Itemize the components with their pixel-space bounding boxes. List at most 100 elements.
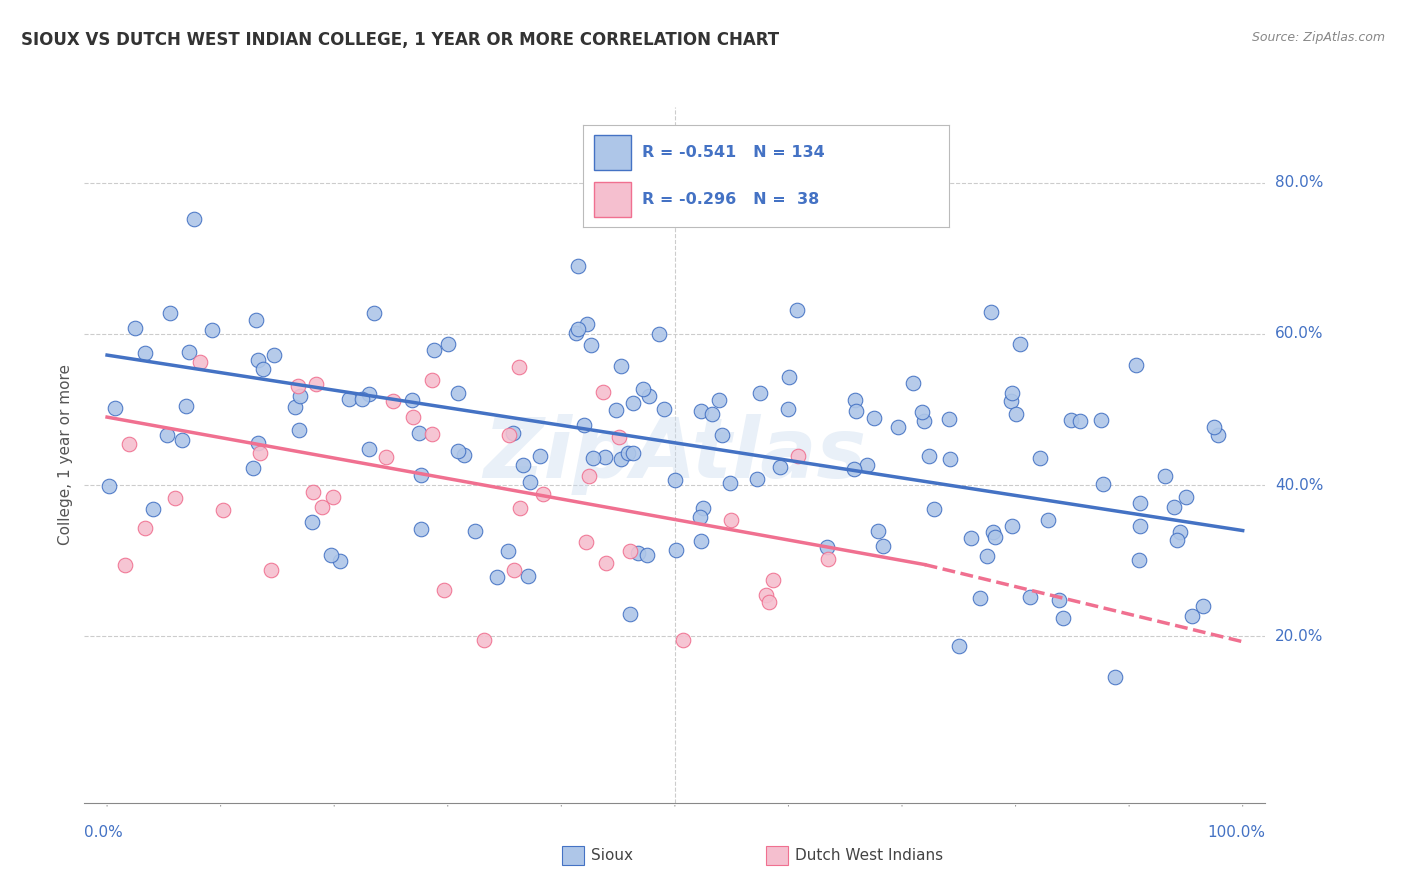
Point <box>357 386 380 401</box>
Point <box>375 450 398 465</box>
Point <box>97 478 120 492</box>
Point <box>621 446 644 460</box>
Point <box>917 449 939 463</box>
Point <box>104 401 127 415</box>
Point <box>357 442 380 457</box>
Point <box>288 424 311 438</box>
Point <box>1206 427 1229 442</box>
Point <box>762 574 785 588</box>
Point <box>817 540 839 554</box>
Text: 20.0%: 20.0% <box>1275 629 1323 644</box>
Point <box>910 405 932 419</box>
Text: 40.0%: 40.0% <box>1275 478 1323 492</box>
Point <box>508 359 530 374</box>
Point <box>755 588 778 602</box>
Point <box>1175 490 1198 504</box>
Point <box>938 412 960 426</box>
Point <box>401 393 423 408</box>
Point <box>301 515 323 529</box>
Point <box>1128 519 1150 533</box>
Point <box>402 410 425 425</box>
Point <box>817 552 839 566</box>
Point <box>1125 358 1147 372</box>
Point <box>984 531 1007 545</box>
Point <box>408 426 430 441</box>
Point <box>1192 599 1215 614</box>
Bar <box>595 136 631 170</box>
Point <box>1028 450 1050 465</box>
Point <box>842 462 865 476</box>
Point <box>976 549 998 564</box>
Point <box>1005 407 1028 421</box>
Point <box>664 473 686 487</box>
Point <box>502 425 524 440</box>
Point <box>245 313 267 327</box>
Point <box>242 461 264 475</box>
Point <box>509 501 531 516</box>
Point <box>311 500 333 515</box>
Point <box>690 404 713 418</box>
Point <box>1008 337 1031 351</box>
Point <box>621 396 644 410</box>
Point <box>134 345 156 359</box>
Point <box>453 448 475 462</box>
Point <box>263 348 285 362</box>
Point <box>1104 670 1126 684</box>
Point <box>748 386 770 401</box>
Point <box>363 306 385 320</box>
Point <box>1091 477 1114 491</box>
Point <box>212 503 235 517</box>
Point <box>595 556 617 570</box>
Point <box>948 639 970 653</box>
Point <box>1000 393 1022 408</box>
Point <box>321 548 343 562</box>
Point <box>862 411 884 425</box>
Point <box>980 305 1002 319</box>
Point <box>1069 414 1091 428</box>
Point <box>433 582 456 597</box>
Point <box>170 434 193 448</box>
Point <box>174 399 197 413</box>
Point <box>252 362 274 376</box>
Point <box>512 458 534 473</box>
Point <box>567 322 589 336</box>
Point <box>531 486 554 500</box>
Point <box>124 321 146 335</box>
Point <box>1052 611 1074 625</box>
Point <box>1168 525 1191 540</box>
Point <box>665 543 688 558</box>
Point <box>845 404 868 418</box>
Point <box>201 323 224 337</box>
Point <box>1019 590 1042 604</box>
Point <box>654 401 676 416</box>
Point <box>938 452 960 467</box>
Point <box>183 212 205 227</box>
Point <box>901 376 924 390</box>
Point <box>156 428 179 442</box>
Point <box>633 382 655 396</box>
Point <box>912 414 935 428</box>
Point <box>502 563 524 577</box>
Point <box>1047 592 1070 607</box>
Point <box>710 427 733 442</box>
Point <box>692 500 714 515</box>
Point <box>249 446 271 460</box>
Point <box>422 427 444 442</box>
Point <box>437 337 460 351</box>
Point <box>1090 413 1112 427</box>
Point <box>787 449 810 463</box>
Point <box>382 394 405 409</box>
Point <box>605 403 627 417</box>
Point <box>690 533 713 548</box>
Point <box>578 468 600 483</box>
Point <box>1059 413 1081 427</box>
Point <box>339 392 361 406</box>
Text: Source: ZipAtlas.com: Source: ZipAtlas.com <box>1251 31 1385 45</box>
Point <box>498 428 520 442</box>
Point <box>718 475 741 490</box>
Point <box>114 558 136 572</box>
Point <box>769 460 792 475</box>
Point <box>648 327 671 342</box>
Point <box>844 393 866 408</box>
Point <box>689 510 711 524</box>
